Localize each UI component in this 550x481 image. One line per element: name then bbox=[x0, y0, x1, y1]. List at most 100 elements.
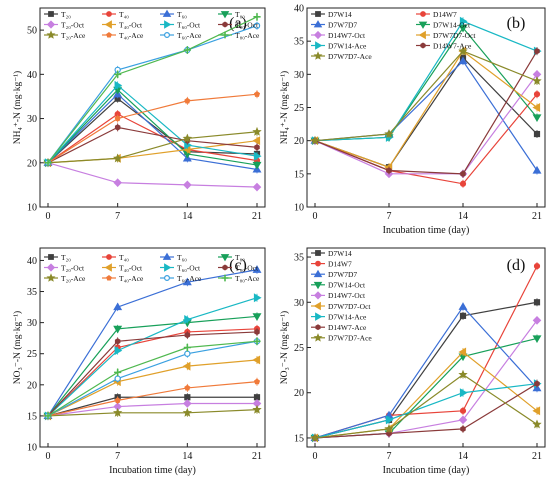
data-point bbox=[252, 355, 261, 365]
legend-marker bbox=[315, 11, 321, 17]
legend-label: D14W7-Ace bbox=[328, 323, 367, 332]
legend-marker bbox=[164, 20, 172, 29]
plot-frame bbox=[39, 7, 266, 208]
data-point bbox=[254, 144, 260, 151]
data-point bbox=[253, 293, 262, 303]
data-point bbox=[184, 331, 191, 339]
data-point bbox=[459, 407, 467, 414]
data-point bbox=[254, 328, 260, 336]
series-12 bbox=[44, 337, 261, 420]
series-12 bbox=[44, 12, 261, 167]
data-point bbox=[252, 126, 262, 136]
data-point bbox=[460, 425, 466, 433]
legend-label: D14W7-Oct bbox=[328, 291, 366, 300]
legend-label: T₈₀ bbox=[235, 10, 245, 19]
x-tick-label: 7 bbox=[115, 451, 120, 462]
x-tick-label: 21 bbox=[252, 211, 262, 222]
legend-marker bbox=[313, 301, 321, 311]
legend-label: T₂₀-Oct bbox=[61, 20, 85, 29]
series-line bbox=[314, 383, 538, 439]
legend-marker bbox=[48, 11, 54, 17]
series-line bbox=[314, 50, 538, 175]
series-line bbox=[47, 131, 258, 164]
legend-item: T₄₀-Ace bbox=[102, 274, 144, 283]
y-tick-label: 25 bbox=[294, 103, 304, 114]
data-point bbox=[252, 265, 262, 273]
data-point bbox=[458, 415, 468, 425]
data-point bbox=[458, 56, 468, 65]
x-tick-label: 0 bbox=[313, 211, 318, 222]
legend-item: T₆₀ bbox=[160, 9, 187, 19]
data-point bbox=[253, 151, 262, 161]
legend-label: T₆₀-Oct bbox=[177, 20, 201, 29]
data-point bbox=[253, 337, 261, 345]
series-5 bbox=[43, 158, 262, 192]
y-tick-label: 15 bbox=[294, 169, 304, 180]
legend-item: D14W7-Ace bbox=[416, 41, 472, 50]
data-point bbox=[114, 70, 122, 78]
legend: D7W14 D14W7 D7W7D7 D7W14-Oct D14W7-Oct D7W7D7… bbox=[311, 10, 476, 61]
legend-marker bbox=[418, 21, 428, 29]
data-point bbox=[182, 277, 192, 286]
legend-marker bbox=[315, 260, 321, 267]
legend-item: D7W7D7-Ace bbox=[311, 333, 372, 343]
y-axis-label: NH₄⁺-N (mg·kg⁻¹) bbox=[279, 71, 290, 144]
legend-label: T₈₀-Ace bbox=[235, 274, 260, 283]
legend-marker bbox=[313, 291, 323, 300]
series-line bbox=[47, 16, 258, 164]
legend-marker bbox=[315, 250, 321, 256]
data-point bbox=[532, 406, 541, 416]
legend-marker bbox=[162, 252, 172, 260]
data-point bbox=[458, 347, 467, 357]
legend-item: T₆₀-Ace bbox=[160, 31, 202, 40]
legend-label: T₆₀-Oct bbox=[177, 263, 201, 272]
y-tick-label: 30 bbox=[294, 70, 304, 81]
legend-marker bbox=[104, 263, 112, 272]
series-7 bbox=[311, 379, 542, 443]
series-line bbox=[47, 359, 258, 417]
series-8 bbox=[312, 47, 540, 178]
legend-marker bbox=[106, 274, 112, 281]
data-point bbox=[113, 178, 122, 187]
data-point bbox=[458, 369, 468, 379]
legend-label: T₄₀ bbox=[119, 253, 129, 262]
data-point bbox=[458, 302, 468, 310]
data-point bbox=[112, 407, 123, 417]
data-point bbox=[44, 412, 52, 420]
data-point bbox=[459, 16, 468, 26]
y-tick-label: 15 bbox=[294, 433, 304, 444]
series-line bbox=[314, 56, 538, 168]
legend-marker bbox=[106, 11, 112, 17]
y-tick-label: 30 bbox=[27, 318, 37, 329]
legend-label: D14W7 bbox=[328, 259, 352, 268]
legend-item: D7W14-Oct bbox=[416, 20, 471, 29]
legend-item: T₈₀-Ace bbox=[218, 31, 260, 40]
series-line bbox=[47, 84, 258, 164]
data-point bbox=[114, 346, 123, 356]
legend-item: D14W7-Oct bbox=[311, 291, 366, 300]
series-line bbox=[314, 50, 538, 142]
legend-item: D14W7 bbox=[416, 10, 457, 19]
y-tick-label: 20 bbox=[294, 388, 304, 399]
data-point bbox=[532, 316, 542, 325]
legend-label: T₄₀-Oct bbox=[119, 263, 143, 272]
data-point bbox=[252, 136, 261, 146]
legend-marker bbox=[313, 333, 323, 342]
legend-item: D7W7D7 bbox=[311, 269, 357, 279]
data-point bbox=[184, 97, 191, 104]
legend-label: D7W7D7 bbox=[328, 270, 357, 279]
data-point bbox=[184, 315, 192, 324]
data-point bbox=[459, 312, 467, 319]
series-line bbox=[47, 25, 258, 164]
legend-marker bbox=[221, 274, 229, 282]
legend-marker bbox=[420, 11, 426, 17]
legend-label: D7W14 bbox=[328, 249, 352, 258]
y-tick-label: 10 bbox=[294, 203, 304, 214]
plot-frame bbox=[39, 247, 266, 448]
data-point bbox=[252, 313, 262, 322]
data-point bbox=[532, 335, 542, 344]
series-line bbox=[47, 396, 257, 417]
legend-marker bbox=[221, 31, 229, 39]
data-point bbox=[253, 22, 261, 29]
data-point bbox=[385, 415, 394, 425]
